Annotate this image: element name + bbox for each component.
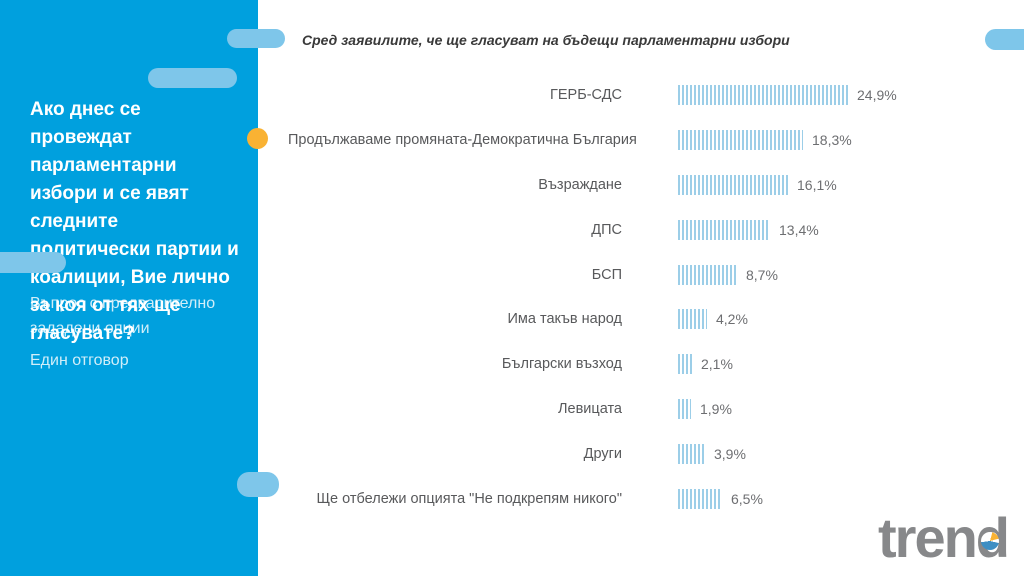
decor-pill-top-edge	[227, 29, 285, 48]
striped-bar	[678, 174, 788, 195]
striped-bar	[678, 443, 705, 464]
chart-row: БСП 8,7%	[288, 252, 1024, 297]
decor-orange-dot	[247, 128, 268, 149]
value-label: 18,3%	[812, 132, 852, 149]
decor-pill-top-right	[985, 29, 1024, 50]
chart-row: Възраждане 16,1%	[288, 163, 1024, 208]
survey-question-text: Ако днес се провеждат парламентарни избо…	[30, 99, 239, 344]
striped-bar	[678, 488, 722, 509]
question-type-note: Въпрос с предварително зададени опции	[30, 295, 216, 337]
bar-chart: ГЕРБ-СДС 24,9% Продължаваме промяната-Демо…	[288, 73, 1024, 521]
party-label: Възраждане	[538, 176, 622, 193]
party-label: Левицата	[558, 400, 622, 417]
party-label: Ще отбележи опцията "Не подкрепям никого…	[316, 490, 622, 507]
value-label: 6,5%	[731, 490, 763, 507]
striped-bar	[678, 309, 707, 330]
decor-pill-bottom-edge	[237, 472, 279, 497]
value-label: 8,7%	[746, 266, 778, 283]
party-label: Има такъв народ	[507, 311, 622, 328]
decor-pill-left-edge	[0, 252, 66, 273]
striped-bar	[678, 130, 803, 151]
value-label: 16,1%	[797, 176, 837, 193]
chart-row: Ще отбележи опцията "Не подкрепям никого…	[288, 476, 1024, 521]
chart-row: ГЕРБ-СДС 24,9%	[288, 73, 1024, 118]
chart-title: Сред заявилите, че ще гласуват на бъдещи…	[302, 32, 790, 48]
chart-row: Има такъв народ 4,2%	[288, 297, 1024, 342]
striped-bar	[678, 264, 737, 285]
chart-row: Левицата 1,9%	[288, 387, 1024, 432]
chart-area: Сред заявилите, че ще гласуват на бъдещи…	[258, 0, 1024, 576]
chart-row: Български възход 2,1%	[288, 342, 1024, 387]
party-label: Други	[583, 445, 622, 462]
answer-type-note: Един отговор	[30, 352, 129, 369]
party-label: Продължаваме промяната-Демократична Бълг…	[288, 132, 637, 149]
trend-logo: trend	[878, 510, 1010, 566]
pie-chart-icon	[981, 532, 999, 550]
striped-bar	[678, 85, 848, 106]
party-label: БСП	[591, 266, 622, 283]
party-label: ДПС	[591, 221, 622, 238]
value-label: 13,4%	[779, 221, 819, 238]
question-sidebar: Ако днес се провеждат парламентарни избо…	[0, 0, 258, 576]
chart-row: Други 3,9%	[288, 431, 1024, 476]
party-label: ГЕРБ-СДС	[550, 87, 622, 104]
decor-pill-inner	[148, 68, 237, 88]
value-label: 2,1%	[701, 356, 733, 373]
value-label: 24,9%	[857, 87, 897, 104]
chart-row: Продължаваме промяната-Демократична Бълг…	[288, 118, 1024, 163]
value-label: 3,9%	[714, 445, 746, 462]
party-label: Български възход	[501, 356, 622, 373]
chart-row: ДПС 13,4%	[288, 207, 1024, 252]
value-label: 4,2%	[716, 311, 748, 328]
value-label: 1,9%	[700, 400, 732, 417]
striped-bar	[678, 398, 691, 419]
striped-bar	[678, 354, 692, 375]
striped-bar	[678, 219, 770, 240]
